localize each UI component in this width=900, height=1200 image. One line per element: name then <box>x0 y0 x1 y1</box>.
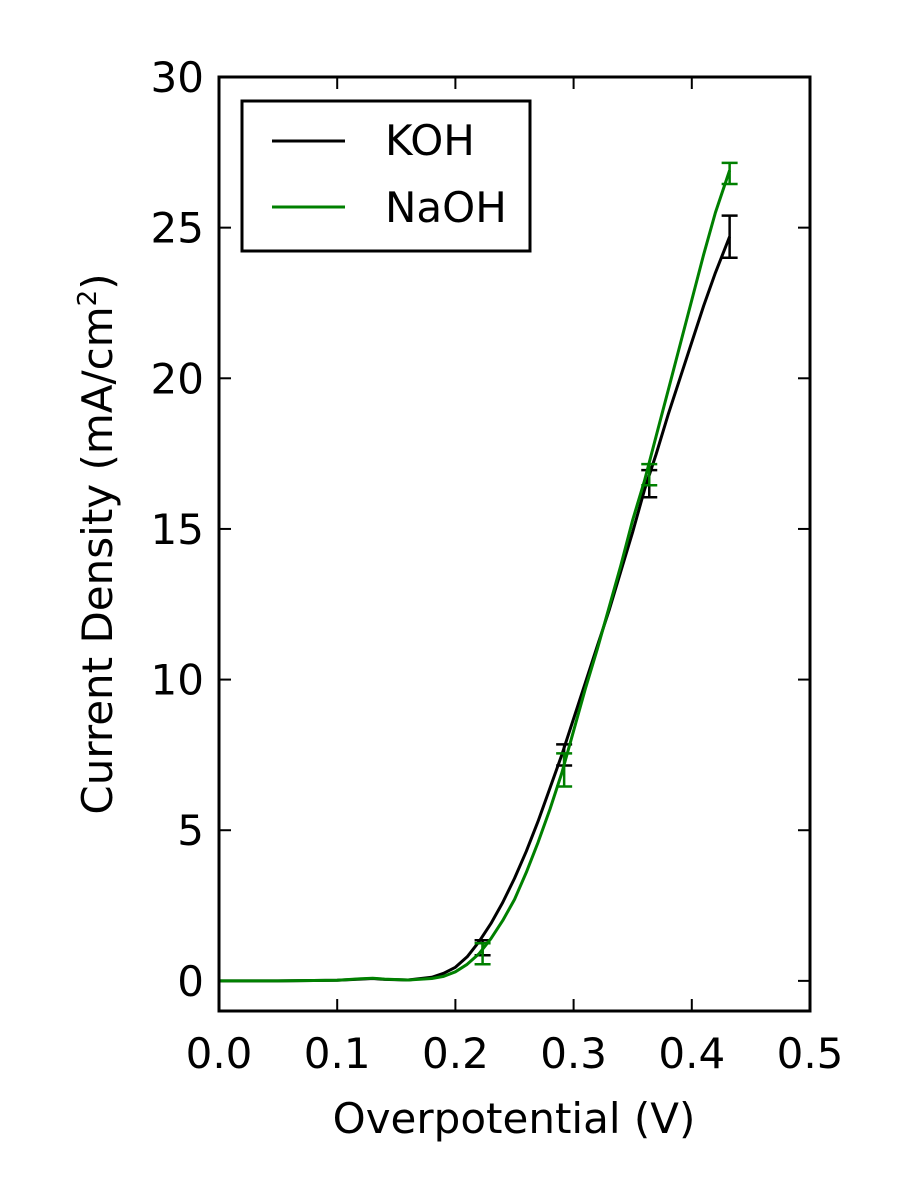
y-axis-label-superscript: 2 <box>73 290 103 307</box>
x-tick-label: 0.0 <box>186 1029 253 1078</box>
x-tick-label: 0.4 <box>658 1029 725 1078</box>
error-bar-koh <box>721 214 738 260</box>
y-tick-label: 20 <box>151 354 204 403</box>
x-tick-label: 0.2 <box>422 1029 489 1078</box>
y-axis-label-main: Current Density (mA/cm <box>73 306 122 814</box>
y-tick-label: 5 <box>177 806 204 855</box>
tick-labels-layer: 0.0 0.1 0.2 0.3 0.4 0.5 0 5 10 15 20 25 30 <box>151 53 844 1078</box>
y-tick-label: 15 <box>151 505 204 554</box>
error-bar-naoh <box>721 161 738 186</box>
x-tick-label: 0.5 <box>777 1029 844 1078</box>
y-axis-label-suffix: ) <box>73 273 122 289</box>
x-tick-label: 0.1 <box>304 1029 371 1078</box>
y-tick-label: 10 <box>151 656 204 705</box>
plot-frame <box>217 75 812 1013</box>
series-line-naoh <box>219 169 732 983</box>
x-tick-label: 0.3 <box>540 1029 607 1078</box>
legend-box <box>240 99 532 253</box>
y-tick-label: 0 <box>177 957 204 1006</box>
y-tick-label: 25 <box>151 204 204 253</box>
y-tick-label: 30 <box>151 53 204 102</box>
legend-label-naoh: NaOH <box>385 183 507 232</box>
legend: KOH NaOH <box>240 99 532 253</box>
series-layer <box>219 161 738 983</box>
error-bar-naoh <box>641 462 658 487</box>
x-axis-label: Overpotential (V) <box>333 1094 696 1143</box>
legend-label-koh: KOH <box>385 116 475 165</box>
error-bar-naoh <box>474 941 491 966</box>
error-bar-naoh <box>556 752 573 788</box>
y-axis-label: Current Density (mA/cm2) <box>73 273 122 814</box>
